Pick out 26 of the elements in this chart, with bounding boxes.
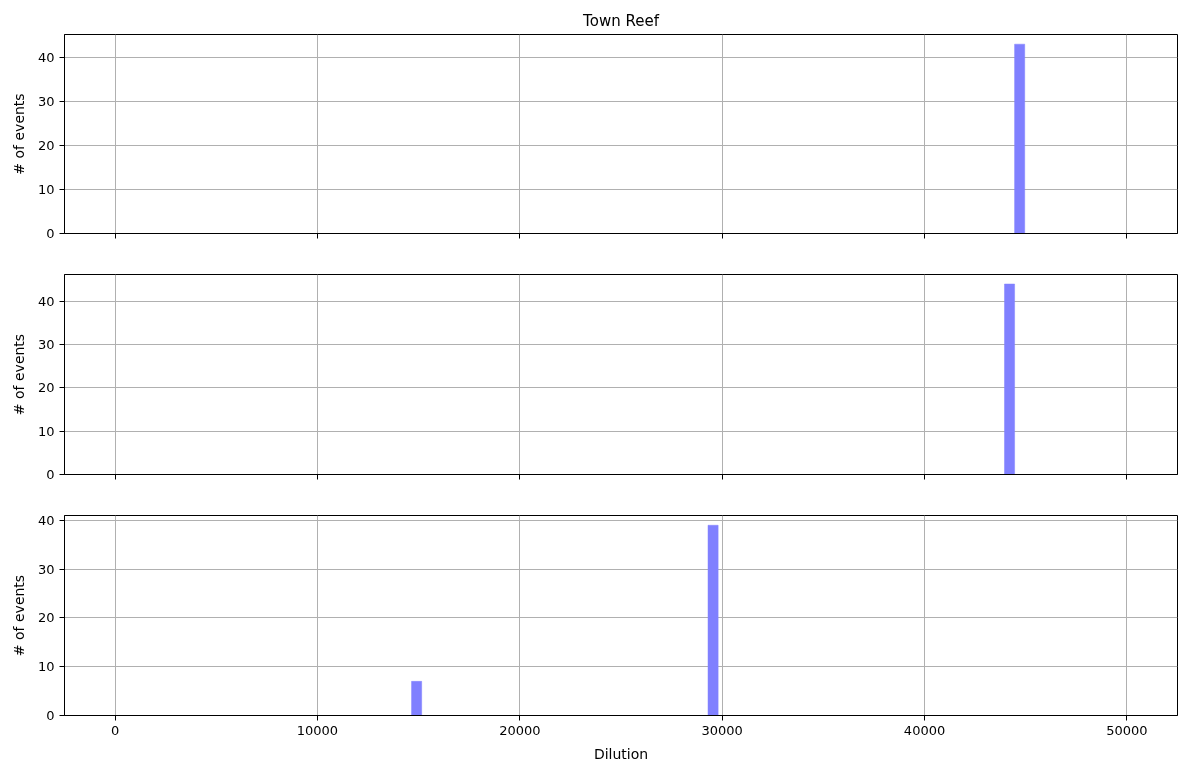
y-axis-title: # of events xyxy=(10,333,27,416)
y-tick-label: 30 xyxy=(37,561,55,577)
y-axis-title: # of events xyxy=(10,93,27,175)
chart-title: Town Reef xyxy=(582,11,660,30)
y-tick-label: 30 xyxy=(37,93,55,109)
y-tick-label: 40 xyxy=(37,293,55,309)
x-tick-label: 30000 xyxy=(701,722,743,738)
x-tick-label: 20000 xyxy=(499,722,541,738)
x-axis-title: Dilution xyxy=(593,745,649,762)
x-tick-label: 40000 xyxy=(903,722,946,738)
y-tick-label: 40 xyxy=(37,512,55,528)
y-tick-label: 20 xyxy=(37,380,55,396)
y-tick-label: 10 xyxy=(37,659,55,675)
y-tick-label: 40 xyxy=(37,49,55,65)
y-tick-label: 0 xyxy=(46,226,55,241)
y-tick-label: 20 xyxy=(37,610,55,626)
y-tick-label: 0 xyxy=(46,467,55,482)
y-tick-label: 10 xyxy=(37,181,55,197)
x-tick-label: 10000 xyxy=(296,722,339,738)
y-tick-label: 20 xyxy=(37,137,55,153)
y-tick-label: 0 xyxy=(46,708,55,723)
y-axis-title: # of events xyxy=(10,574,27,657)
x-tick-label: 0 xyxy=(110,722,120,738)
x-tick-label: 50000 xyxy=(1106,722,1148,738)
y-tick-label: 10 xyxy=(37,423,55,439)
y-tick-label: 30 xyxy=(37,337,55,353)
